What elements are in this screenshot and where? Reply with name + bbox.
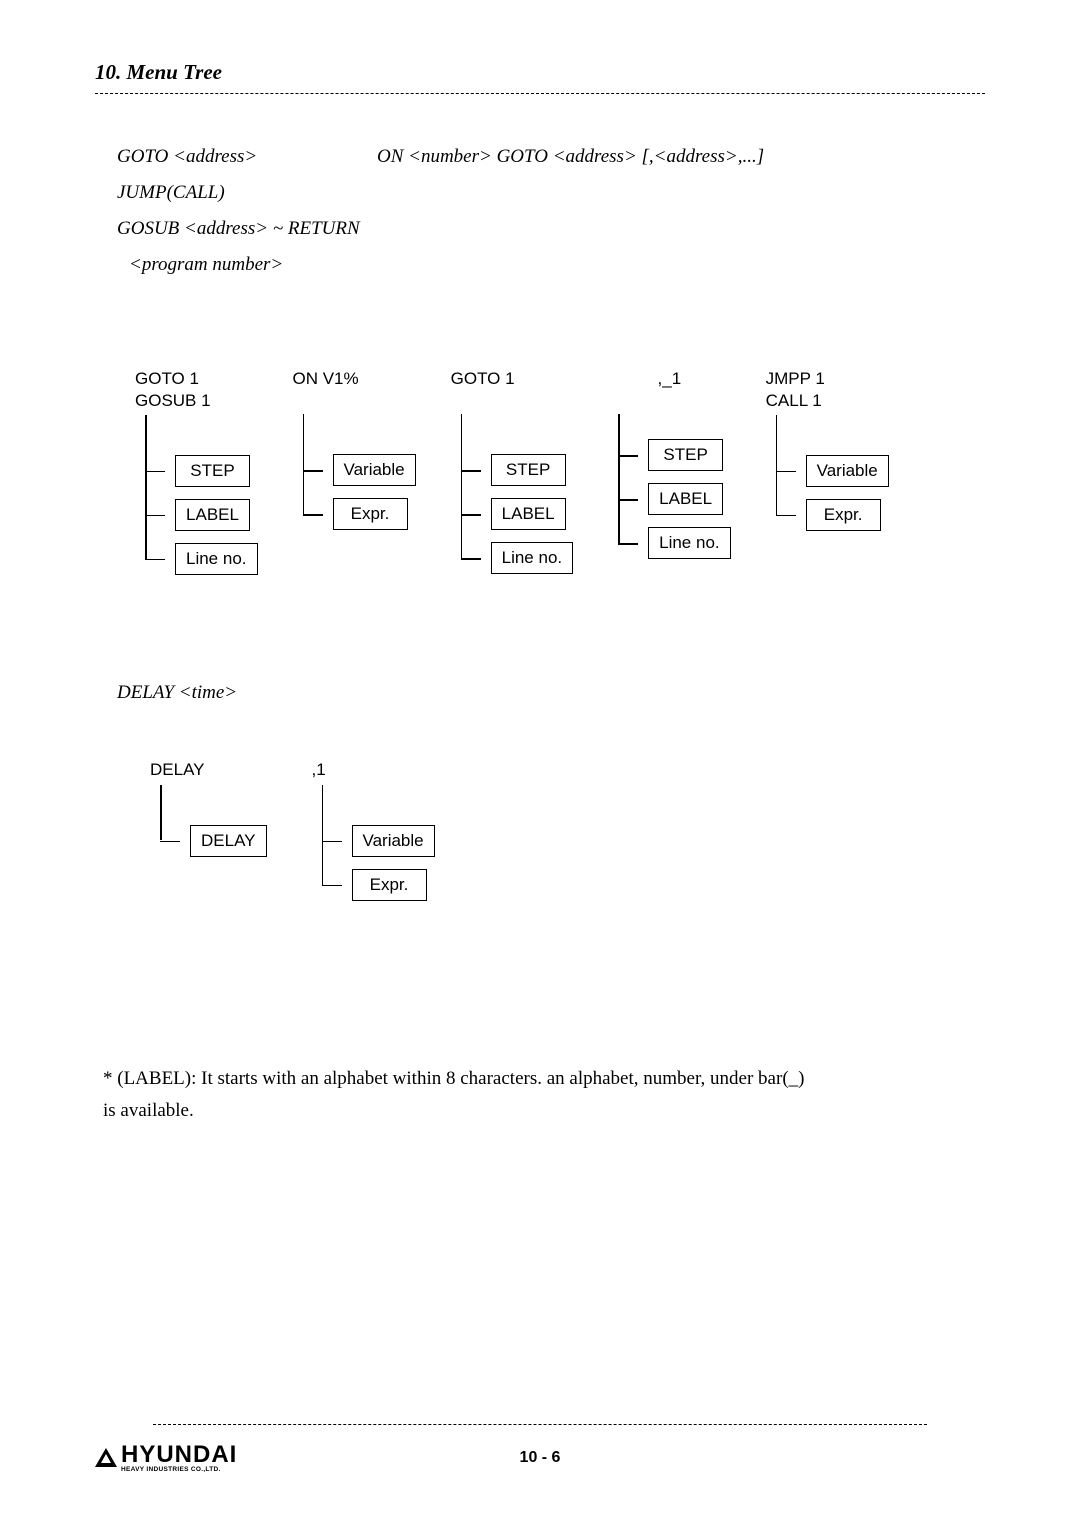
tree-box: Variable [333, 454, 416, 486]
diag-label: DELAY [150, 759, 267, 781]
diagram-goto1: GOTO 1 STEP LABEL Line no. [451, 368, 574, 586]
page-number: 10 - 6 [520, 1449, 561, 1467]
header-divider [95, 93, 985, 94]
tree-box: DELAY [190, 825, 267, 857]
diagram-goto-gosub: GOTO 1 GOSUB 1 STEP LABEL Line no. [135, 368, 258, 586]
diag-label: JMPP 1 [766, 368, 889, 390]
diag-label: ,_1 [608, 368, 731, 390]
triangle-icon [95, 1448, 117, 1467]
logo-main-text: HYUNDAI [121, 1443, 237, 1467]
footer-divider [153, 1424, 927, 1425]
diagram-delay: DELAY DELAY [150, 759, 267, 913]
diagram-delay-arg: ,1 Variable Expr. [312, 759, 435, 913]
tree-box: Variable [352, 825, 435, 857]
syntax-gosub: GOSUB <address> ~ RETURN [117, 211, 985, 247]
diag-label: GOSUB 1 [135, 390, 258, 412]
diagram-row-main: GOTO 1 GOSUB 1 STEP LABEL Line no. ON V1… [135, 368, 985, 586]
tree-box: Expr. [352, 869, 427, 901]
diag-label: GOTO 1 [451, 368, 574, 390]
tree-box: STEP [648, 439, 723, 471]
tree-box: LABEL [648, 483, 723, 515]
diag-label: ,1 [312, 759, 435, 781]
diagram-underscore1: ,_1 STEP LABEL Line no. [608, 368, 731, 586]
diag-label: GOTO 1 [135, 368, 258, 390]
hyundai-logo: HYUNDAI HEAVY INDUSTRIES CO.,LTD. [95, 1443, 237, 1474]
syntax-on-goto: ON <number> GOTO <address> [,<address>,.… [377, 139, 764, 175]
tree-box: LABEL [491, 498, 566, 530]
tree-box: Variable [806, 455, 889, 487]
syntax-goto: GOTO <address> [117, 139, 377, 175]
note-line: is available. [103, 1095, 985, 1127]
tree-box: Line no. [175, 543, 258, 575]
diag-label: CALL 1 [766, 390, 889, 412]
diagram-on-v1: ON V1% Variable Expr. [293, 368, 416, 586]
note-label: * (LABEL): It starts with an alphabet wi… [103, 1063, 985, 1128]
tree-box: STEP [175, 455, 250, 487]
delay-syntax: DELAY <time> [117, 682, 985, 704]
header-title: 10. Menu Tree [95, 60, 985, 85]
diag-label: ON V1% [293, 368, 416, 390]
syntax-jump: JUMP(CALL) [117, 175, 985, 211]
tree-box: Expr. [333, 498, 408, 530]
tree-box: STEP [491, 454, 566, 486]
diagram-jmpp-call: JMPP 1 CALL 1 Variable Expr. [766, 368, 889, 586]
tree-box: Line no. [491, 542, 574, 574]
logo-sub-text: HEAVY INDUSTRIES CO.,LTD. [121, 1467, 237, 1474]
tree-box: Expr. [806, 499, 881, 531]
footer: HYUNDAI HEAVY INDUSTRIES CO.,LTD. 10 - 6 [95, 1424, 985, 1474]
syntax-prognum: <program number> [129, 247, 985, 283]
tree-box: Line no. [648, 527, 731, 559]
tree-box: LABEL [175, 499, 250, 531]
note-line: * (LABEL): It starts with an alphabet wi… [103, 1063, 985, 1095]
syntax-block: GOTO <address> ON <number> GOTO <address… [117, 139, 985, 283]
diagram-row-delay: DELAY DELAY ,1 Variable Expr. [150, 759, 985, 913]
